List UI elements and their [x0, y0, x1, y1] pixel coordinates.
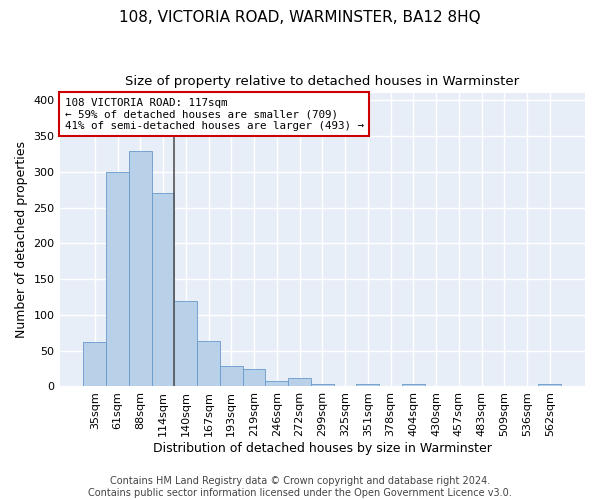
Text: 108 VICTORIA ROAD: 117sqm
← 59% of detached houses are smaller (709)
41% of semi: 108 VICTORIA ROAD: 117sqm ← 59% of detac…: [65, 98, 364, 131]
X-axis label: Distribution of detached houses by size in Warminster: Distribution of detached houses by size …: [153, 442, 492, 455]
Bar: [242, 368, 265, 386]
Text: Contains HM Land Registry data © Crown copyright and database right 2024.
Contai: Contains HM Land Registry data © Crown c…: [88, 476, 512, 498]
Bar: [220, 366, 242, 386]
Bar: [265, 380, 288, 386]
Bar: [311, 384, 334, 386]
Bar: [106, 172, 129, 386]
Bar: [197, 342, 220, 386]
Bar: [129, 150, 152, 386]
Title: Size of property relative to detached houses in Warminster: Size of property relative to detached ho…: [125, 75, 520, 88]
Bar: [152, 194, 175, 386]
Bar: [83, 342, 106, 386]
Text: 108, VICTORIA ROAD, WARMINSTER, BA12 8HQ: 108, VICTORIA ROAD, WARMINSTER, BA12 8HQ: [119, 10, 481, 25]
Bar: [288, 378, 311, 386]
Y-axis label: Number of detached properties: Number of detached properties: [15, 142, 28, 338]
Bar: [175, 300, 197, 386]
Bar: [402, 384, 425, 386]
Bar: [538, 384, 561, 386]
Bar: [356, 384, 379, 386]
